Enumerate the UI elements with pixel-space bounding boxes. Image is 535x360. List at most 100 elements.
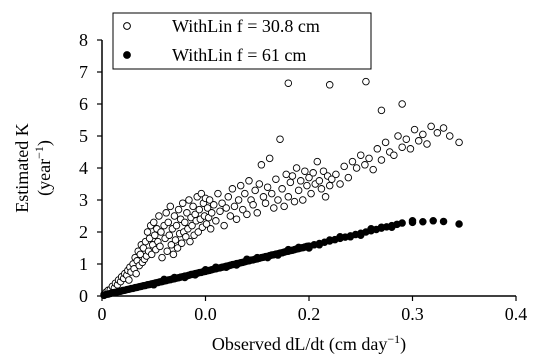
data-point-open [278, 185, 286, 193]
y-tick-label: 2 [79, 222, 88, 242]
data-point-open [166, 202, 175, 211]
data-point-open [286, 178, 295, 187]
y-axis-title-line1: Estimated K [12, 123, 32, 212]
data-point-filled [212, 263, 220, 271]
data-point-open [234, 196, 243, 204]
data-point-open [336, 180, 344, 188]
data-point-filled [367, 225, 375, 233]
data-point-open [433, 129, 442, 137]
data-point-open [439, 124, 448, 132]
data-point-open [419, 130, 427, 139]
data-point-open [224, 193, 233, 201]
data-point-open [164, 218, 172, 227]
data-point-open [305, 173, 313, 182]
data-point-open [241, 189, 249, 198]
data-point-open [158, 253, 166, 262]
y-tick-label: 4 [79, 158, 88, 178]
data-point-open [155, 212, 163, 220]
data-point-open [344, 173, 353, 182]
x-tick-label: 0.3 [401, 304, 424, 324]
data-point-open [280, 202, 288, 211]
data-point-open [390, 151, 398, 159]
data-point-filled [263, 253, 272, 262]
data-point-open [292, 164, 301, 172]
data-point-open [174, 205, 183, 214]
data-point-open [222, 204, 230, 212]
data-point-open [220, 221, 228, 230]
data-point-open [253, 209, 261, 217]
data-point-open [301, 167, 309, 175]
data-point-open [170, 212, 179, 220]
data-point-open [259, 193, 268, 201]
data-point-open [165, 231, 174, 239]
data-point-open [282, 170, 290, 179]
data-point-filled [284, 245, 293, 254]
data-point-open [212, 217, 220, 225]
data-point-filled [315, 241, 324, 249]
x-tick-label: 0.4 [505, 304, 528, 324]
data-point-open [313, 157, 322, 166]
data-point-filled [439, 217, 448, 226]
data-point-open [361, 161, 369, 169]
data-point-open [167, 241, 176, 249]
data-point-open [340, 162, 348, 171]
data-point-open [377, 106, 386, 115]
data-point-open [272, 175, 280, 183]
data-point-open [352, 164, 361, 172]
data-point-open [288, 172, 297, 180]
data-point-open [206, 225, 215, 233]
data-point-open [132, 269, 140, 278]
data-point-open [427, 122, 435, 131]
data-point-open [163, 247, 171, 255]
data-point-filled [455, 220, 463, 228]
data-point-open [214, 189, 222, 198]
data-point-open [125, 276, 133, 284]
data-point-open [173, 244, 182, 252]
y-tick-label: 1 [79, 254, 88, 274]
data-point-open [207, 209, 216, 217]
data-point-filled [408, 217, 417, 225]
data-point-open [446, 132, 454, 140]
data-point-filled [398, 219, 406, 227]
data-point-filled [253, 253, 261, 262]
data-point-open [423, 140, 431, 148]
data-point-open [369, 165, 377, 174]
data-point-open [162, 209, 170, 217]
x-ticks: 0 0.0 0.2 0.3 0.4 [98, 296, 528, 324]
data-point-open [265, 154, 274, 163]
data-point-filled [160, 275, 168, 284]
data-point-open [299, 196, 307, 204]
data-point-open [284, 79, 293, 87]
data-point-open [328, 175, 336, 183]
data-point-filled [325, 236, 334, 244]
data-point-open [317, 185, 326, 193]
data-point-filled [243, 255, 251, 263]
data-point-filled [388, 223, 396, 231]
data-point-open [172, 221, 181, 230]
data-point-open [398, 143, 406, 151]
data-point-open [181, 218, 189, 227]
data-point-open [177, 239, 186, 247]
data-point-open [243, 210, 251, 219]
data-point-open [410, 125, 419, 134]
data-point-open [325, 81, 334, 89]
data-point-open [414, 137, 423, 145]
x-tick-label: 0.0 [194, 304, 217, 324]
data-point-open [255, 180, 264, 188]
y-tick-label: 0 [79, 286, 88, 306]
data-point-open [373, 145, 382, 153]
data-points [100, 77, 463, 300]
data-point-filled [419, 218, 427, 226]
y-ticks: 0 1 2 3 4 5 6 7 8 [79, 30, 102, 306]
data-point-open [294, 186, 303, 195]
legend-label-series-1: WithLin f = 30.8 cm [172, 16, 320, 36]
data-point-open [365, 154, 373, 163]
y-tick-label: 3 [79, 190, 88, 210]
data-point-open [189, 202, 197, 211]
data-point-filled [222, 263, 230, 271]
data-point-open [332, 170, 340, 179]
data-point-open [274, 196, 282, 204]
data-point-open [203, 204, 212, 212]
data-point-open [249, 201, 257, 209]
